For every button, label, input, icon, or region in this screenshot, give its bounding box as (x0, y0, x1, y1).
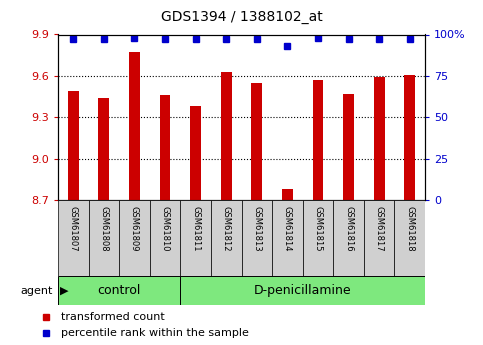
Text: GSM61810: GSM61810 (160, 206, 170, 252)
Bar (88, 200, 119, 276)
Text: transformed count: transformed count (61, 312, 165, 322)
Bar (404, 75, 415, 200)
Bar (68, 91, 79, 200)
Bar (333, 200, 364, 276)
Bar (395, 200, 425, 276)
Bar (374, 77, 384, 200)
Bar (303, 200, 333, 276)
Bar (150, 200, 180, 276)
Bar (190, 106, 201, 200)
Bar (221, 72, 231, 200)
Text: GSM61808: GSM61808 (99, 206, 108, 252)
Text: control: control (98, 284, 141, 297)
Text: D-penicillamine: D-penicillamine (254, 284, 352, 297)
Bar (129, 52, 140, 200)
Text: GSM61816: GSM61816 (344, 206, 353, 252)
Bar (364, 200, 395, 276)
Bar (343, 94, 354, 200)
Text: GSM61812: GSM61812 (222, 206, 231, 252)
Text: GDS1394 / 1388102_at: GDS1394 / 1388102_at (161, 10, 322, 24)
Bar (252, 83, 262, 200)
Text: GSM61813: GSM61813 (252, 206, 261, 252)
Bar (180, 276, 425, 305)
Bar (119, 200, 150, 276)
Bar (211, 200, 242, 276)
Bar (282, 189, 293, 200)
Bar (99, 98, 109, 200)
Text: agent: agent (21, 286, 53, 296)
Text: percentile rank within the sample: percentile rank within the sample (61, 328, 249, 338)
Bar (272, 200, 303, 276)
Bar (313, 80, 323, 200)
Text: GSM61811: GSM61811 (191, 206, 200, 252)
Text: GSM61809: GSM61809 (130, 206, 139, 252)
Bar (160, 95, 170, 200)
Bar (242, 200, 272, 276)
Bar (58, 200, 88, 276)
Text: ▶: ▶ (60, 286, 69, 296)
Bar (58, 276, 180, 305)
Bar (180, 200, 211, 276)
Text: GSM61818: GSM61818 (405, 206, 414, 252)
Text: GSM61815: GSM61815 (313, 206, 323, 252)
Text: GSM61814: GSM61814 (283, 206, 292, 252)
Text: GSM61817: GSM61817 (375, 206, 384, 252)
Text: GSM61807: GSM61807 (69, 206, 78, 252)
